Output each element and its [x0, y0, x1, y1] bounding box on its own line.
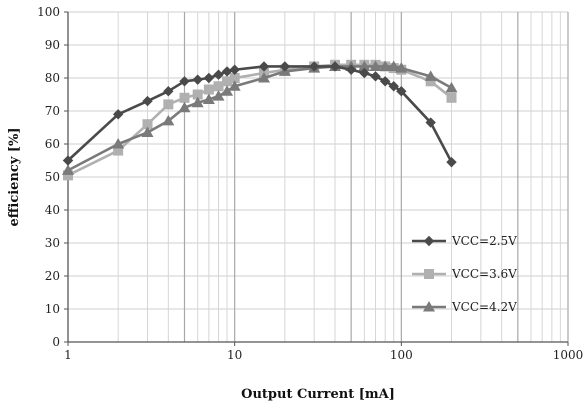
data-point	[359, 67, 370, 79]
legend-marker	[423, 301, 435, 312]
data-point	[112, 109, 124, 120]
data-point	[163, 86, 174, 97]
data-point	[445, 81, 458, 93]
x-tick-label: 10	[227, 348, 242, 362]
data-point	[425, 76, 436, 87]
data-point	[179, 92, 190, 103]
data-point	[142, 119, 153, 130]
data-point	[387, 60, 400, 71]
data-point	[345, 64, 357, 75]
data-point	[446, 92, 457, 103]
legend-marker	[423, 235, 435, 247]
data-point	[446, 156, 457, 168]
data-point	[213, 81, 224, 92]
data-point	[113, 145, 124, 156]
data-point	[221, 66, 233, 77]
y-tick-label: 90	[45, 38, 60, 52]
x-tick-label: 100	[390, 348, 413, 362]
series-VCC=2.5V	[62, 61, 457, 168]
data-point	[142, 95, 153, 107]
y-tick-label: 100	[37, 5, 60, 19]
legend-label: VCC=3.6V	[451, 267, 517, 281]
y-tick-label: 80	[45, 71, 60, 85]
data-point	[163, 99, 174, 110]
series-line	[67, 65, 453, 163]
data-point	[228, 80, 241, 91]
y-tick-label: 60	[45, 137, 60, 151]
data-point	[229, 64, 240, 75]
data-point	[202, 93, 215, 104]
data-point	[62, 164, 74, 175]
data-point	[63, 170, 73, 181]
data-point	[370, 71, 381, 82]
data-point	[203, 84, 214, 95]
data-point	[329, 61, 341, 72]
data-point	[229, 73, 240, 83]
data-point	[191, 96, 204, 108]
data-point	[112, 138, 125, 149]
legend-marker	[424, 269, 434, 279]
data-point	[192, 74, 203, 85]
legend: VCC=2.5V VCC=3.6V VCC=4.2V	[412, 234, 517, 314]
data-point	[203, 72, 215, 84]
data-point	[141, 126, 154, 137]
y-tick-label: 50	[45, 170, 60, 184]
data-point	[425, 117, 436, 128]
y-tick-label: 30	[45, 236, 60, 250]
data-point	[388, 81, 399, 92]
data-point	[62, 155, 74, 166]
data-point	[179, 76, 190, 87]
y-tick-label: 0	[52, 335, 60, 349]
data-point	[424, 70, 437, 81]
x-tick-label: 1	[64, 348, 72, 362]
series-line	[67, 65, 453, 172]
data-point	[221, 85, 234, 96]
legend-label: VCC=2.5V	[451, 234, 517, 248]
series-lines	[62, 59, 458, 181]
y-tick-label: 20	[45, 269, 60, 283]
data-point	[358, 60, 371, 71]
legend-entry: VCC=3.6V	[412, 267, 517, 281]
data-point	[192, 89, 203, 100]
legend-entry: VCC=2.5V	[412, 234, 517, 248]
y-tick-label: 10	[45, 302, 60, 316]
y-axis-title: efficiency [%]	[7, 127, 22, 226]
data-point	[178, 101, 191, 113]
data-point	[395, 62, 408, 73]
data-point	[396, 86, 407, 97]
data-point	[212, 90, 225, 101]
data-point	[369, 60, 382, 71]
x-axis-title: Output Current [mA]	[241, 387, 395, 402]
data-point	[258, 72, 271, 83]
data-point	[379, 76, 391, 87]
data-point	[379, 60, 392, 71]
data-point	[222, 76, 233, 87]
data-point	[308, 61, 320, 72]
data-point	[213, 69, 224, 80]
legend-label: VCC=4.2V	[451, 300, 517, 314]
y-tick-label: 70	[45, 104, 60, 118]
legend-entry: VCC=4.2V	[412, 300, 517, 314]
x-tick-label: 1000	[553, 348, 584, 362]
data-point	[279, 61, 291, 72]
data-point	[258, 61, 270, 72]
data-point	[162, 114, 175, 126]
y-tick-label: 40	[45, 203, 60, 217]
